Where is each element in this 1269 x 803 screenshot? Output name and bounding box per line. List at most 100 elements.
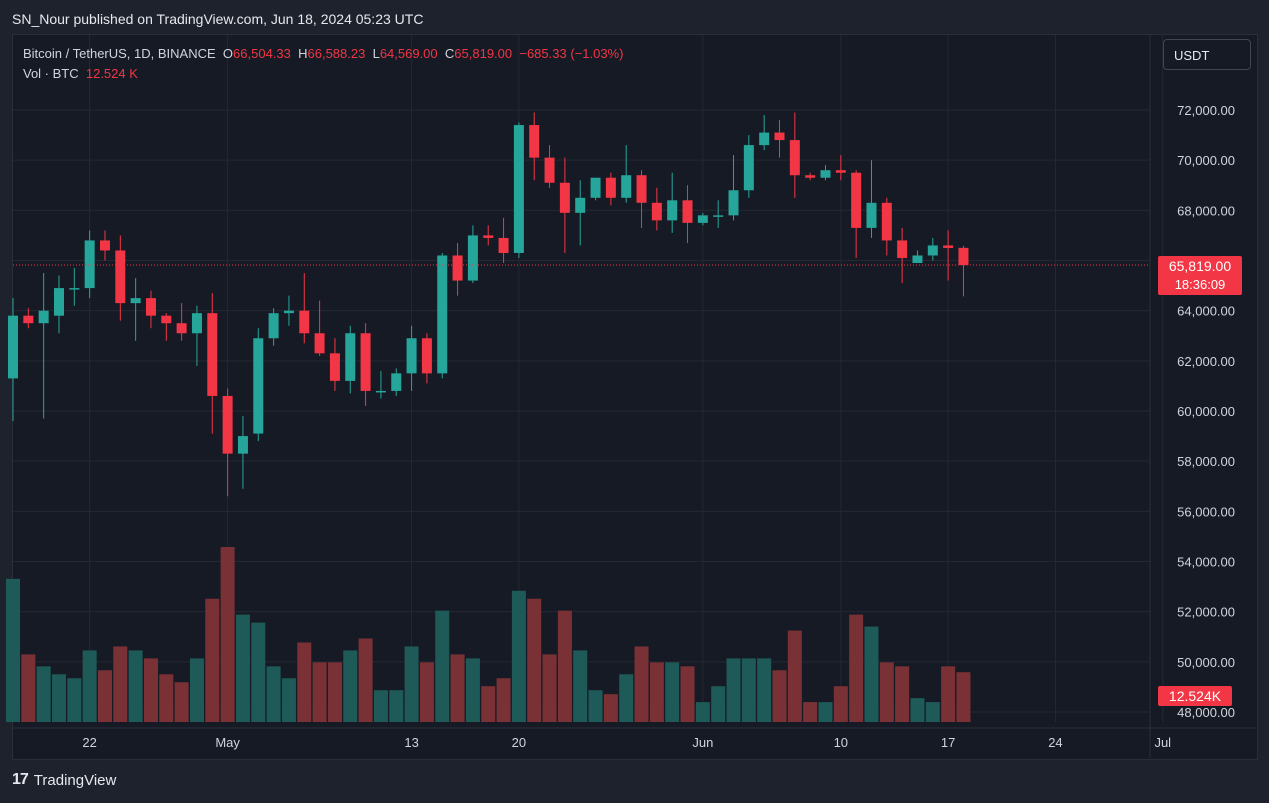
volume-bar xyxy=(695,702,710,722)
candle-body xyxy=(176,323,187,334)
candle-body xyxy=(329,353,340,381)
ohlc-legend: Bitcoin / TetherUS, 1D, BINANCE O66,504.… xyxy=(23,46,623,61)
tradingview-brand[interactable]: 17 TradingView xyxy=(12,771,116,789)
volume-bar xyxy=(741,658,756,722)
volume-bar xyxy=(481,686,496,722)
volume-bar xyxy=(941,666,956,722)
volume-bar xyxy=(603,694,618,722)
volume-bar xyxy=(343,650,358,722)
volume-value: 12.524 K xyxy=(85,66,138,81)
candle-body xyxy=(253,338,264,434)
volume-bar xyxy=(97,670,112,722)
volume-badge xyxy=(1158,686,1232,706)
volume-bar xyxy=(542,654,557,722)
volume-bar xyxy=(665,662,680,722)
candle-body xyxy=(314,333,325,354)
candle-body xyxy=(682,200,693,223)
time-tick-label: Jul xyxy=(1154,735,1171,750)
last-price-label: 65,819.00 xyxy=(1169,258,1231,274)
candle-body xyxy=(912,255,923,264)
candle-body xyxy=(605,177,616,198)
volume-bar xyxy=(496,678,511,722)
volume-bar xyxy=(113,646,128,722)
volume-bar xyxy=(634,646,649,722)
published-by-text: SN_Nour published on TradingView.com, Ju… xyxy=(12,11,424,27)
low-value: 64,569.00 xyxy=(379,46,438,61)
price-tick-label: 58,000.00 xyxy=(1177,454,1235,469)
volume-label[interactable]: Vol · BTC xyxy=(23,66,79,81)
high-label: H xyxy=(298,46,308,61)
candle-body xyxy=(53,288,64,316)
candle-body xyxy=(130,298,141,304)
candle-body xyxy=(927,245,938,256)
candle-body xyxy=(8,315,18,379)
price-tick-label: 56,000.00 xyxy=(1177,504,1235,519)
open-value: 66,504.33 xyxy=(233,46,291,61)
volume-bar xyxy=(879,662,894,722)
volume-bar xyxy=(649,662,664,722)
volume-bar xyxy=(803,702,818,722)
chart-pane[interactable] xyxy=(12,34,1258,760)
volume-bar xyxy=(757,658,772,722)
candle-body xyxy=(38,310,49,324)
high-value: 66,588.23 xyxy=(307,46,366,61)
volume-bar xyxy=(389,690,404,722)
candle-body xyxy=(943,245,954,248)
volume-bar xyxy=(465,658,480,722)
candle-body xyxy=(237,436,248,454)
volume-bar xyxy=(21,654,36,722)
candle-body xyxy=(360,333,371,391)
candle-body xyxy=(805,175,816,178)
candle-body xyxy=(391,373,402,391)
volume-bar xyxy=(67,678,82,722)
volume-bar xyxy=(51,674,66,722)
volume-bar xyxy=(711,686,726,722)
candle-body xyxy=(115,250,126,304)
volume-bar xyxy=(82,650,97,722)
price-tick-label: 48,000.00 xyxy=(1177,705,1235,720)
currency-button[interactable]: USDT xyxy=(1163,39,1251,70)
volume-bar xyxy=(956,672,971,722)
volume-bar xyxy=(910,698,925,722)
candle-body xyxy=(483,235,494,238)
candle-body xyxy=(84,240,95,289)
volume-bar xyxy=(6,578,20,722)
last-price-badge xyxy=(1158,256,1242,296)
volume-bar xyxy=(680,666,695,722)
symbol-title[interactable]: Bitcoin / TetherUS, 1D, BINANCE xyxy=(23,46,216,61)
price-tick-label: 62,000.00 xyxy=(1177,354,1235,369)
volume-bar xyxy=(895,666,910,722)
time-tick-label: 10 xyxy=(834,735,848,750)
candle-body xyxy=(774,132,785,141)
volume-bar xyxy=(297,642,312,722)
volume-bar xyxy=(327,662,342,722)
tradingview-logo-icon: 17 xyxy=(12,771,29,788)
volume-bar xyxy=(726,658,741,722)
volume-bar xyxy=(573,650,588,722)
candle-body xyxy=(713,215,724,217)
candle-body xyxy=(23,315,34,324)
candle-body xyxy=(575,197,586,213)
volume-bar xyxy=(787,630,802,722)
candle-body xyxy=(851,172,862,228)
candle-body xyxy=(835,170,846,173)
candle-body xyxy=(789,140,800,176)
brand-label: TradingView xyxy=(33,771,117,789)
volume-bar xyxy=(312,662,327,722)
volume-bar xyxy=(220,547,235,722)
time-tick-label: 24 xyxy=(1048,735,1062,750)
volume-bar xyxy=(266,666,281,722)
time-tick-label: May xyxy=(215,735,240,750)
candle-body xyxy=(498,237,509,253)
volume-bar xyxy=(849,614,864,722)
time-tick-label: 22 xyxy=(82,735,96,750)
price-tick-label: 72,000.00 xyxy=(1177,103,1235,118)
volume-badge-label: 12.524K xyxy=(1169,688,1222,704)
close-value: 65,819.00 xyxy=(454,46,513,61)
close-label: C xyxy=(444,46,455,61)
candle-body xyxy=(559,182,570,213)
volume-legend: Vol · BTC 12.524 K xyxy=(23,66,138,81)
volume-bar xyxy=(373,690,388,722)
price-tick-label: 52,000.00 xyxy=(1177,605,1235,620)
